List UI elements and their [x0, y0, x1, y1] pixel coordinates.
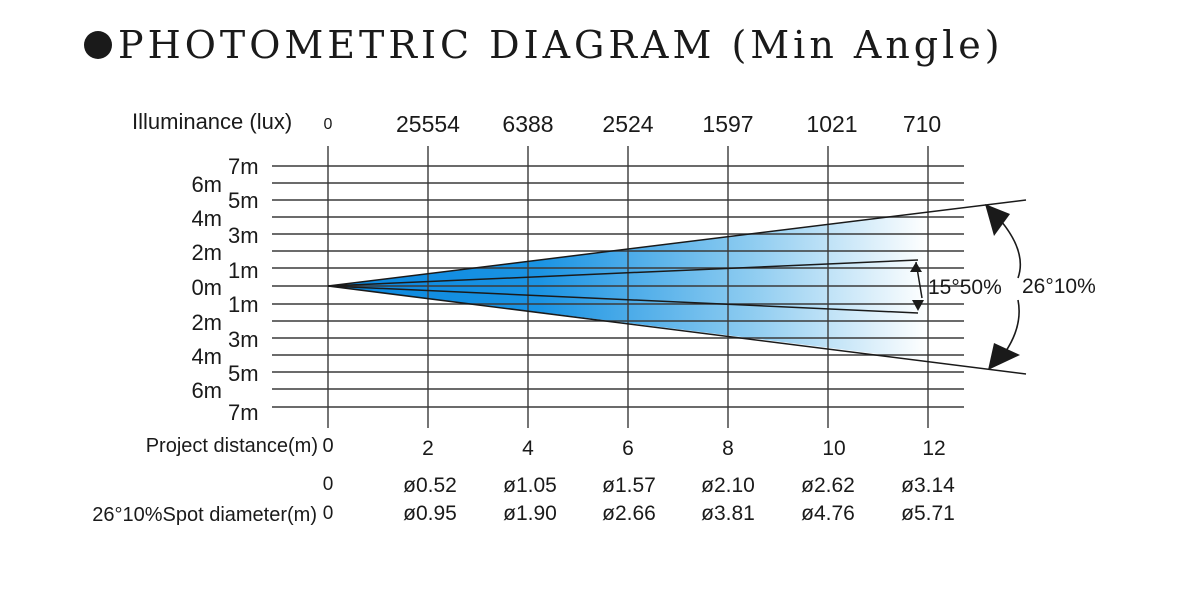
diameter-row-1: 0 ø0.52 ø1.05 ø1.57 ø2.10 ø2.62 ø3.14 [323, 474, 955, 497]
scale-label: 2m [191, 310, 222, 335]
scale-label: 5m [228, 188, 259, 213]
scale-label: 3m [228, 223, 259, 248]
illuminance-value: 25554 [396, 111, 460, 137]
diameter-value: ø2.10 [701, 474, 755, 497]
distance-tick: 0 [322, 435, 333, 457]
arrow-up-icon [910, 262, 922, 272]
illuminance-value: 6388 [502, 111, 553, 137]
scale-label: 7m [228, 400, 259, 425]
illuminance-value: 710 [903, 111, 941, 137]
diameter-value: ø0.52 [403, 474, 457, 497]
illuminance-value: 2524 [602, 111, 653, 137]
diameter-value: ø0.95 [403, 502, 457, 525]
distance-tick: 2 [422, 437, 434, 460]
diameter-value: ø1.90 [503, 502, 557, 525]
diameter-value: ø1.05 [503, 474, 557, 497]
scale-label: 2m [191, 240, 222, 265]
scale-label: 7m [228, 154, 259, 179]
spot-diameter-label: 26°10%Spot diameter(m) [92, 504, 317, 526]
scale-label: 1m [228, 258, 259, 283]
scale-label: 6m [191, 172, 222, 197]
arrow-up-icon [985, 204, 1010, 236]
illuminance-value: 0 [324, 116, 333, 133]
scale-label: 3m [228, 327, 259, 352]
arrow-down-icon [988, 343, 1020, 370]
diameter-value: ø2.66 [602, 502, 656, 525]
illuminance-value: 1597 [702, 111, 753, 137]
outer-beam-edge-bottom [327, 285, 1027, 375]
beam-edges [327, 199, 1027, 375]
scale-label: 5m [228, 361, 259, 386]
scale-label: 6m [191, 378, 222, 403]
scale-label: 4m [191, 206, 222, 231]
distance-tick: 8 [722, 437, 734, 460]
scale-label: 4m [191, 344, 222, 369]
illuminance-label: Illuminance (lux) [132, 109, 292, 134]
inner-angle-marker [910, 261, 924, 311]
page-title: PHOTOMETRIC DIAGRAM (Min Angle) [118, 23, 1004, 67]
beam-angle-inner-label: 15°50% [928, 276, 1002, 299]
arrow-down-icon [912, 300, 924, 311]
scale-label: 0m [191, 275, 222, 300]
illuminance-value: 1021 [806, 111, 857, 137]
distance-tick: 4 [522, 437, 534, 460]
illuminance-values: 0 25554 6388 2524 1597 1021 710 [324, 111, 942, 137]
distance-ticks: 0 2 4 6 8 10 12 [322, 435, 945, 460]
diameter-value: ø3.81 [701, 502, 755, 525]
diameter-value: ø1.57 [602, 474, 656, 497]
diameter-value: ø2.62 [801, 474, 855, 497]
left-scale-inner: 7m 5m 3m 1m 1m 3m 5m 7m [228, 154, 259, 425]
inner-beam-edge-top [327, 259, 919, 287]
vertical-grid [327, 146, 929, 428]
inner-beam-edge-bottom [327, 285, 919, 314]
diameter-value: ø5.71 [901, 502, 955, 525]
diameter-row-2: 0 ø0.95 ø1.90 ø2.66 ø3.81 ø4.76 ø5.71 [323, 502, 955, 525]
scale-label: 1m [228, 292, 259, 317]
distance-tick: 6 [622, 437, 634, 460]
left-scale-outer: 6m 4m 2m 0m 2m 4m 6m [191, 172, 222, 403]
distance-tick: 10 [822, 437, 845, 460]
diameter-value: ø3.14 [901, 474, 955, 497]
horizontal-grid [272, 165, 964, 408]
outer-beam-edge-top [327, 199, 1027, 287]
diameter-value: ø4.76 [801, 502, 855, 525]
project-distance-label: Project distance(m) [146, 435, 318, 457]
outer-angle-marker [985, 204, 1022, 370]
beam-angle-outer-label: 26°10% [1022, 275, 1096, 298]
title-bullet-icon [84, 31, 112, 59]
diameter-value: 0 [323, 474, 334, 495]
diameter-value: 0 [323, 503, 334, 524]
distance-tick: 12 [922, 437, 945, 460]
